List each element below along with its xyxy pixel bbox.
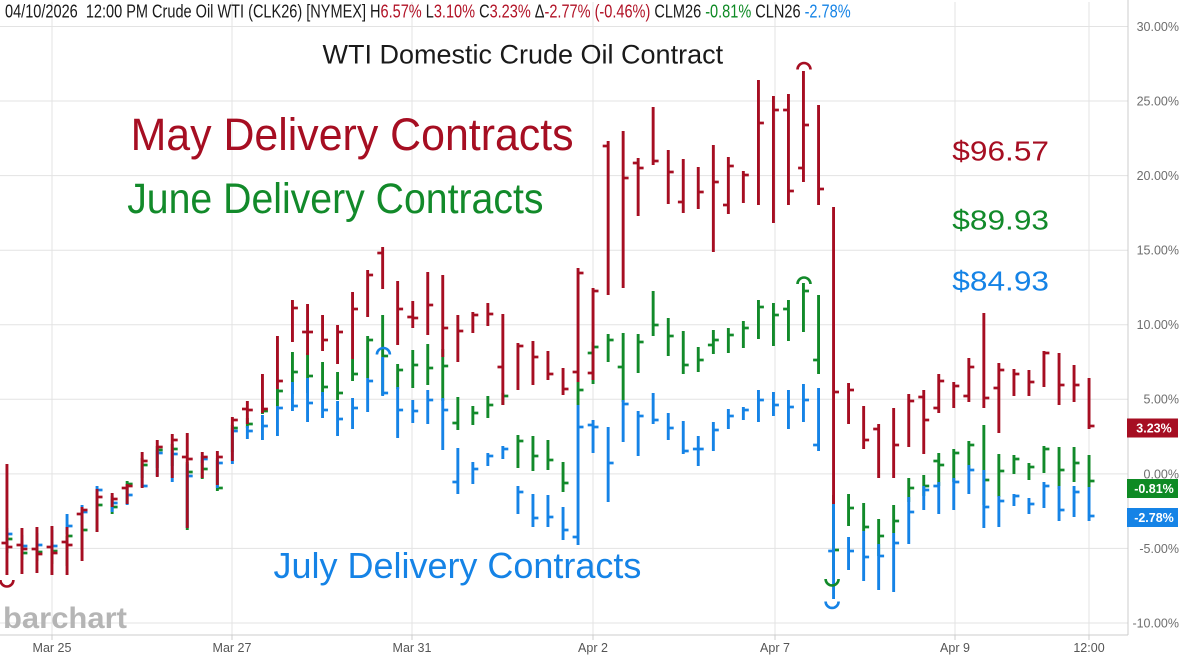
svg-text:3.23%: 3.23% [1136,421,1171,435]
svg-text:Mar 31: Mar 31 [393,641,432,655]
svg-text:Apr 9: Apr 9 [940,641,970,655]
svg-text:-5.00%: -5.00% [1139,542,1179,556]
svg-text:-10.00%: -10.00% [1132,616,1179,630]
svg-text:WTI Domestic Crude Oil Contrac: WTI Domestic Crude Oil Contract [323,40,724,70]
svg-text:May Delivery Contracts: May Delivery Contracts [131,110,574,160]
svg-text:$89.93: $89.93 [952,205,1049,236]
svg-text:barchart: barchart [3,601,127,634]
svg-text:June Delivery Contracts: June Delivery Contracts [127,174,543,222]
svg-text:30.00%: 30.00% [1137,20,1179,34]
svg-text:20.00%: 20.00% [1137,169,1179,183]
svg-text:Mar 25: Mar 25 [33,641,72,655]
svg-text:15.00%: 15.00% [1137,244,1179,258]
svg-text:Apr 7: Apr 7 [760,641,790,655]
svg-text:-2.78%: -2.78% [1134,511,1174,525]
svg-text:10.00%: 10.00% [1137,318,1179,332]
svg-text:$96.57: $96.57 [952,136,1049,167]
svg-text:25.00%: 25.00% [1137,94,1179,108]
svg-text:Apr 2: Apr 2 [578,641,608,655]
svg-text:5.00%: 5.00% [1144,393,1179,407]
svg-text:0.00%: 0.00% [1144,467,1179,481]
svg-text:-0.81%: -0.81% [1134,482,1174,496]
svg-text:Mar 27: Mar 27 [213,641,252,655]
svg-text:$84.93: $84.93 [952,266,1049,297]
svg-text:July Delivery Contracts: July Delivery Contracts [274,545,642,586]
svg-text:04/10/2026 12:00 PM Crude Oil: 04/10/2026 12:00 PM Crude Oil WTI (CLK26… [5,1,851,22]
svg-text:12:00: 12:00 [1073,641,1104,655]
